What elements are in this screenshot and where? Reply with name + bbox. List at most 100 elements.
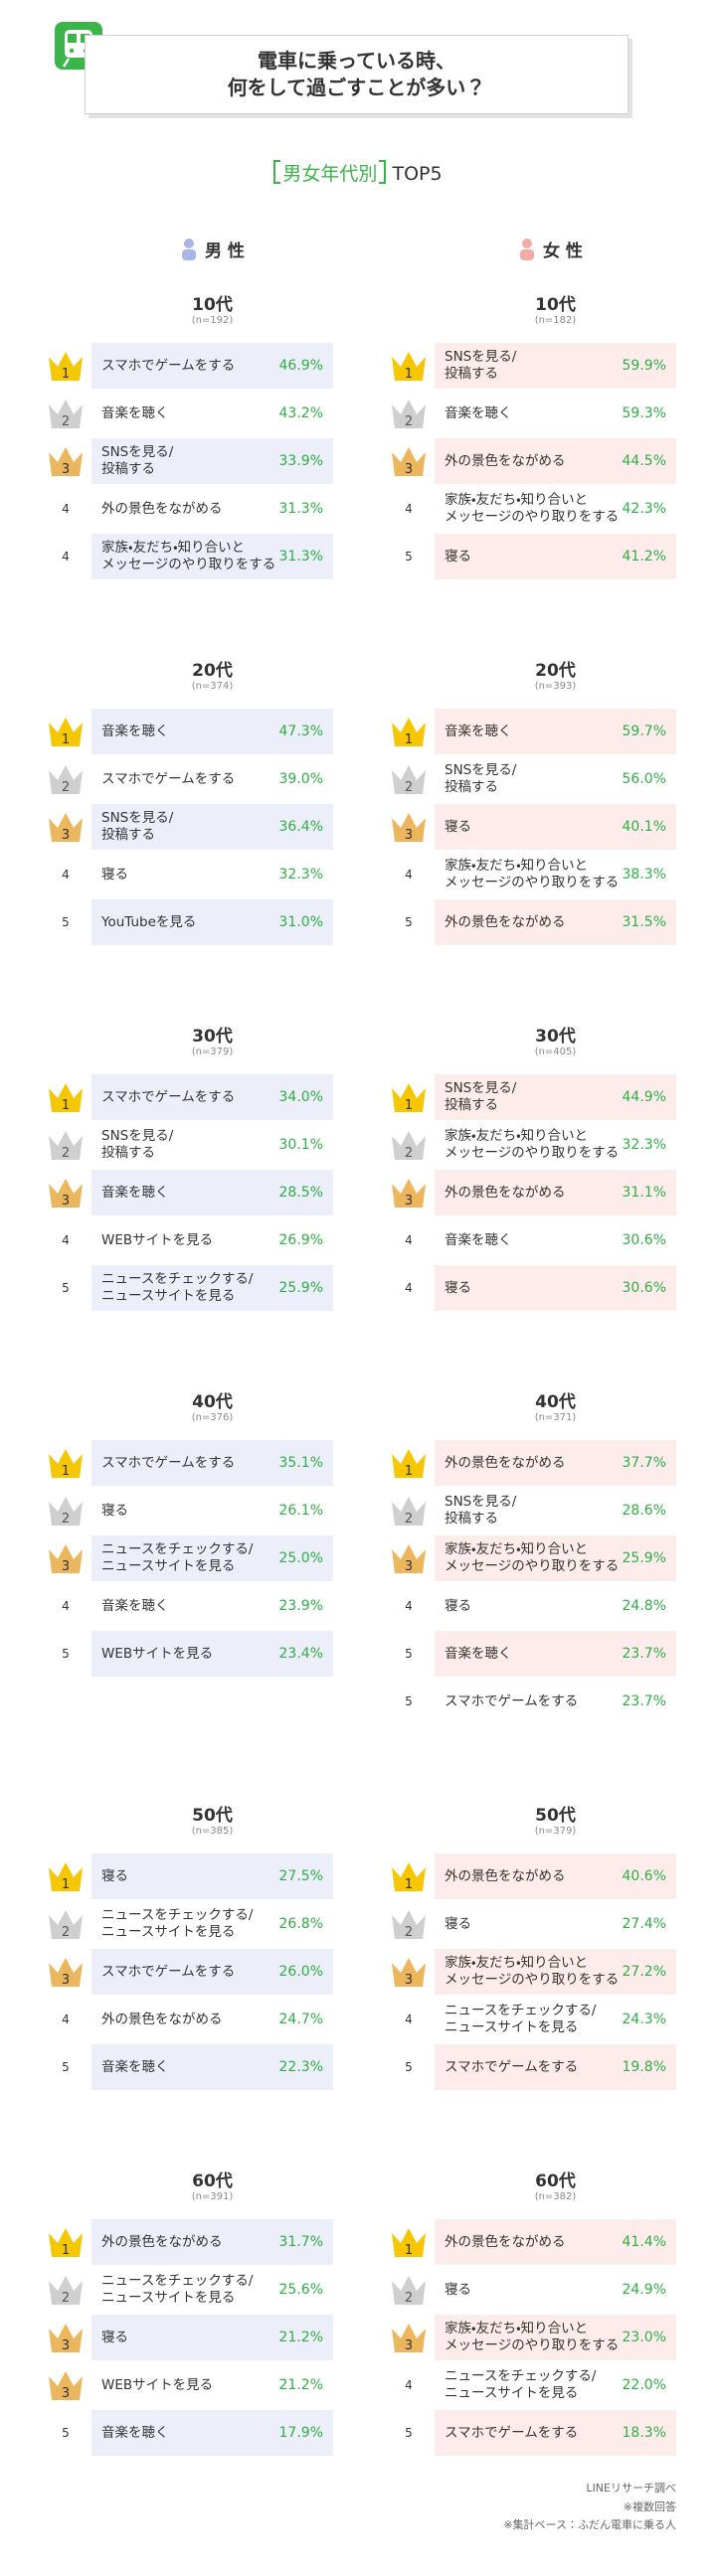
age-label: 60代 [192,2172,233,2191]
item-value: 56.0% [622,771,666,787]
male-column: 20代 (n=374) 1 音楽を聴く 47.3% 2 スマホでゲームをする 39.0% 3 SN… [40,656,333,947]
crown-shape [392,1958,426,1987]
rank-cell: 1 [40,1440,91,1486]
rank-row: 1 外の景色をながめる 40.6% [383,1853,676,1899]
item-box: SNSを見る/ 投稿する 36.4% [91,804,333,850]
rank: 3 [62,1194,70,1208]
rank: 4 [405,1281,413,1295]
age-group: 40代 (n=376) 1 スマホでゲームをする 35.1% 2 寝る 26.1% 3 ニュースを… [0,1387,716,1726]
rank: 4 [405,868,413,882]
rank: 1 [405,1877,413,1892]
item-box: スマホでゲームをする 23.7% [435,1679,676,1724]
rank-row: 1 外の景色をながめる 37.7% [383,1440,676,1486]
item-value: 21.2% [278,2377,323,2393]
rank-row: 5 音楽を聴く 23.7% [383,1631,676,1677]
rank-cell: 5 [383,2410,435,2456]
rank: 1 [62,732,70,747]
item-label: WEBサイトを見る [101,1645,214,1662]
item-box: ニュースをチェックする/ ニュースサイトを見る 25.9% [91,1265,333,1311]
crown: 2 [392,400,426,429]
gender-label: 女 性 [543,242,583,261]
rank-cell: 5 [383,2044,435,2090]
rank: 3 [405,1559,413,1574]
rank-row: 2 ニュースをチェックする/ ニュースサイトを見る 25.6% [40,2267,333,2313]
rank-row: 4 家族・友だち・知り合いと メッセージのやり取りをする 42.3% [383,486,676,532]
item-value: 25.9% [278,1280,323,1296]
rank-row: 4 ニュースをチェックする/ ニュースサイトを見る 22.0% [383,2362,676,2408]
item-value: 27.4% [622,1916,666,1932]
crown: 1 [392,718,426,747]
item-box: 寝る 32.3% [91,852,333,897]
crown-shape [392,1544,426,1573]
item-label: 音楽を聴く [445,1231,512,1248]
item-value: 26.8% [278,1916,323,1932]
crown: 3 [392,1179,426,1208]
item-box: 寝る 26.1% [91,1488,333,1533]
item-label: ニュースをチェックする/ ニュースサイトを見る [101,1271,254,1304]
item-box: 家族・友だち・知り合いと メッセージのやり取りをする 27.2% [435,1949,676,1995]
item-label: SNSを見る/ 投稿する [101,1128,174,1161]
rank-row: 2 家族・友だち・知り合いと メッセージのやり取りをする 32.3% [383,1122,676,1168]
item-label: WEBサイトを見る [101,2376,214,2393]
crown: 3 [392,1544,426,1574]
rank-row: 3 音楽を聴く 28.5% [40,1170,333,1215]
rank-row: 4 寝る 24.8% [383,1583,676,1629]
rank-cell: 3 [40,804,91,850]
rank: 3 [62,1559,70,1574]
sample-size: (n=376) [191,1412,234,1423]
item-label: 外の景色をながめる [445,1867,566,1884]
rank-cell: 1 [383,1853,435,1899]
rank-cell: 5 [40,1265,91,1311]
item-box: 寝る 21.2% [91,2315,333,2360]
rank-cell: 5 [383,899,435,945]
rank-row: 2 SNSを見る/ 投稿する 28.6% [383,1488,676,1533]
item-box: 外の景色をながめる 31.3% [91,486,333,532]
rank-row: 3 家族・友だち・知り合いと メッセージのやり取りをする 23.0% [383,2315,676,2360]
item-box: SNSを見る/ 投稿する 28.6% [435,1488,676,1533]
item-label: 音楽を聴く [101,723,169,739]
rank: 3 [405,462,413,477]
rank: 5 [405,915,413,929]
rank: 1 [62,2243,70,2258]
item-label: 外の景色をながめる [101,2233,223,2250]
item-value: 22.3% [278,2059,323,2075]
crown: 2 [392,2276,426,2306]
item-label: スマホでゲームをする [101,357,236,374]
age-label: 40代 [535,1392,576,1412]
rank-cell: 3 [40,2362,91,2408]
item-label: 音楽を聴く [445,404,512,421]
crown-shape [392,2324,426,2352]
item-label: 寝る [445,1915,471,1932]
rank: 4 [405,2012,413,2026]
rank-row: 3 外の景色をながめる 31.1% [383,1170,676,1215]
item-label: YouTubeを見る [101,913,197,930]
item-value: 34.0% [278,1089,323,1105]
gender-label: 男 性 [205,242,245,261]
item-value: 25.6% [278,2282,323,2298]
rank-row: 1 音楽を聴く 59.7% [383,709,676,754]
female-column: 10代 (n=182) 1 SNSを見る/ 投稿する 59.9% 2 音楽を聴く 59.3% 3… [383,290,676,581]
item-box: ニュースをチェックする/ ニュースサイトを見る 24.3% [435,1997,676,2042]
item-value: 23.4% [278,1646,323,1662]
crown: 3 [49,2371,83,2401]
rank-cell: 1 [40,343,91,389]
item-value: 36.4% [278,819,323,835]
item-box: SNSを見る/ 投稿する 44.9% [435,1074,676,1120]
rank-cell: 2 [40,391,91,436]
item-value: 40.6% [622,1868,666,1884]
item-box: WEBサイトを見る 23.4% [91,1631,333,1677]
crown-shape [392,765,426,794]
crown-shape [49,1083,83,1112]
item-box: 音楽を聴く 30.6% [435,1217,676,1263]
rank: 4 [62,550,70,564]
item-box: 寝る 30.6% [435,1265,676,1311]
rank: 2 [62,1146,70,1161]
age-label: 30代 [535,1027,576,1046]
item-value: 17.9% [278,2425,323,2441]
rank: 5 [405,550,413,564]
item-box: 家族・友だち・知り合いと メッセージのやり取りをする 38.3% [435,852,676,897]
item-label: SNSを見る/ 投稿する [445,1494,517,1527]
age-label: 20代 [535,661,576,681]
rank-row: 3 家族・友だち・知り合いと メッセージのやり取りをする 25.9% [383,1535,676,1581]
